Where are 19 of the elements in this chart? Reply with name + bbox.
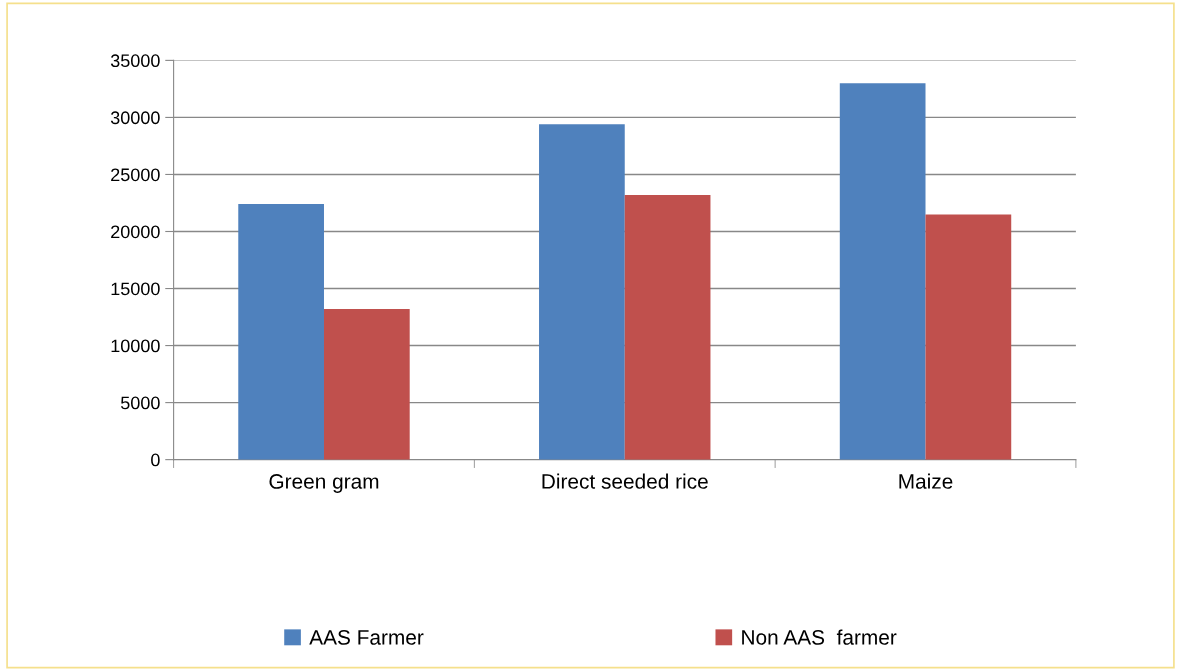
x-tick-label: Direct seeded rice (542, 473, 708, 489)
y-tick-label: 25000 (111, 168, 160, 182)
x-tick-label: Maize (899, 473, 953, 489)
y-tick-label: 20000 (111, 225, 160, 239)
bar (624, 194, 711, 460)
bar (839, 83, 926, 460)
y-tick-label: 5000 (120, 396, 160, 410)
y-tick-label: 15000 (111, 282, 160, 296)
legend-label: Non AAS farmer (742, 629, 897, 645)
x-tick-label: Green gram (269, 474, 379, 493)
y-tick-label: 10000 (111, 339, 160, 353)
bar (323, 309, 410, 460)
bar (238, 204, 324, 460)
y-tick-label: 35000 (110, 54, 160, 68)
y-tick-label: 30000 (110, 111, 160, 125)
bar (925, 214, 1012, 460)
bar (539, 124, 625, 460)
y-tick-label: 0 (151, 453, 160, 467)
legend-label: AAS Farmer (309, 630, 424, 645)
